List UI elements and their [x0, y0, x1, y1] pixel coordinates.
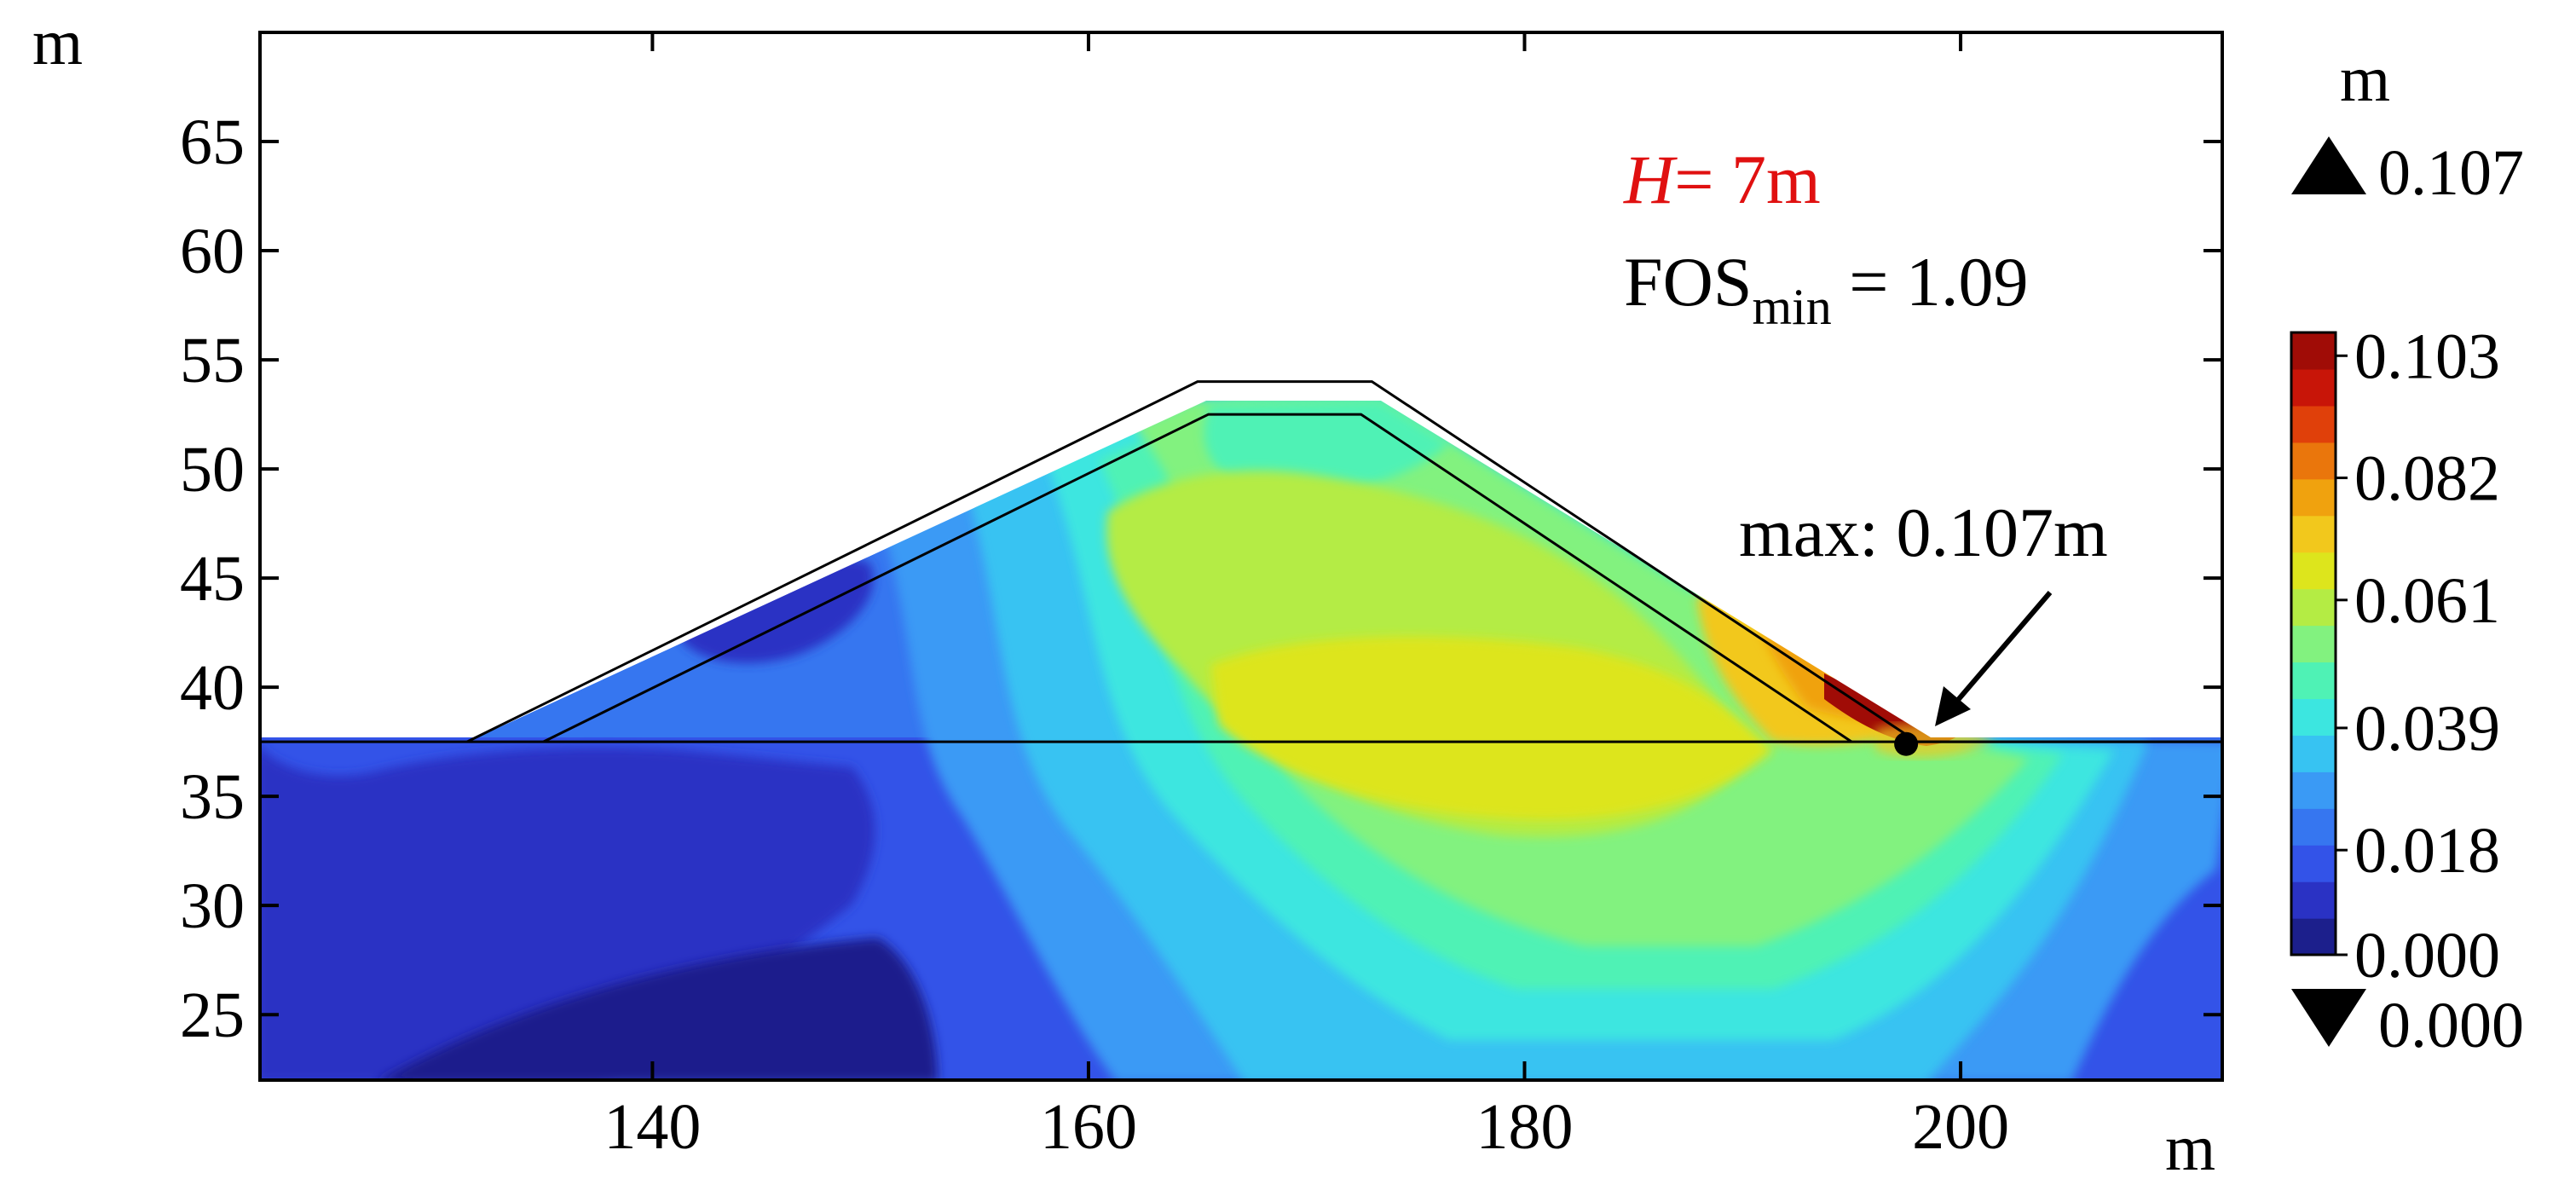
colorbar-band [2291, 332, 2336, 370]
colorbar-band [2291, 845, 2336, 882]
colorbar-tick-label: 0.018 [2354, 815, 2500, 887]
x-tick-label: 140 [604, 1091, 701, 1163]
colorbar-max-marker-icon [2291, 136, 2366, 194]
max-displacement-arrow [1945, 591, 2053, 714]
height-value: = 7m [1674, 141, 1821, 218]
max-displacement-arrowhead [1935, 686, 1971, 726]
max-displacement-label: max: 0.107m [1739, 494, 2108, 571]
colorbar-frame [2290, 331, 2337, 956]
height-annotation: H= 7m [1623, 141, 1821, 218]
plot-frame [258, 31, 2224, 1082]
colorbar-bands [2291, 332, 2336, 956]
colorbar-band [2291, 808, 2336, 846]
y-tick-label: 45 [180, 543, 245, 615]
colorbar-ticks: 0.103 0.082 0.061 0.039 0.018 0.000 [2336, 321, 2500, 991]
contour-band-0-000 [379, 938, 938, 1080]
colorbar-band [2291, 368, 2336, 407]
colorbar-tick-label: 0.082 [2354, 443, 2500, 515]
colorbar-tick-label: 0.103 [2354, 321, 2500, 392]
x-axis: 140 160 180 200 [604, 32, 2009, 1163]
x-tick-label: 180 [1476, 1091, 1574, 1163]
colorbar-band [2291, 698, 2336, 736]
contour-band-0-072 [1210, 636, 1773, 820]
colorbar-band [2291, 442, 2336, 480]
y-tick-label: 25 [180, 980, 245, 1051]
colorbar-band [2291, 552, 2336, 590]
colorbar-band [2291, 881, 2336, 919]
colorbar-band [2291, 771, 2336, 809]
fos-base: FOS [1624, 243, 1752, 321]
x-tick-label: 200 [1912, 1091, 2009, 1163]
colorbar-tick-label: 0.000 [2354, 920, 2500, 991]
colorbar-unit-label: m [2340, 43, 2390, 115]
colorbar-band [2291, 478, 2336, 517]
colorbar-max-marker-label: 0.107 [2378, 137, 2524, 209]
colorbar-band [2291, 515, 2336, 553]
colorbar-band [2291, 735, 2336, 772]
height-variable: H [1623, 141, 1678, 218]
colorbar-tick-label: 0.039 [2354, 693, 2500, 765]
fos-annotation: FOSmin = 1.09 [1624, 243, 2029, 335]
max-displacement-point [1894, 731, 1919, 756]
colorbar-band [2291, 918, 2336, 956]
x-axis-unit-label: m [2165, 1112, 2215, 1184]
fos-subscript: min [1752, 279, 1831, 335]
fos-value: = 1.09 [1832, 243, 2029, 321]
x-tick-label: 160 [1040, 1091, 1137, 1163]
colorbar-min-marker-label: 0.000 [2378, 990, 2524, 1061]
contour-background-mask [260, 32, 2222, 737]
y-tick-label: 60 [180, 216, 245, 287]
colorbar-band [2291, 588, 2336, 627]
y-tick-label: 55 [180, 325, 245, 396]
colorbar-band [2291, 662, 2336, 700]
embankment-core-outline [542, 413, 1853, 743]
colorbar-min-marker-icon [2291, 989, 2366, 1047]
y-axis: 25 30 35 40 45 50 55 60 65 [180, 107, 2222, 1051]
colorbar-band [2291, 405, 2336, 443]
y-axis-unit-label: m [32, 7, 83, 78]
y-tick-label: 30 [180, 870, 245, 942]
colorbar: m 0.107 0.103 0.082 0.061 0.039 0.018 0.000 0… [2290, 43, 2524, 1061]
colorbar-tick-label: 0.061 [2354, 565, 2500, 637]
y-tick-label: 65 [180, 107, 245, 178]
colorbar-band [2291, 625, 2336, 663]
y-tick-label: 35 [180, 761, 245, 833]
y-tick-label: 50 [180, 434, 245, 506]
y-tick-label: 40 [180, 652, 245, 724]
displacement-contour-field [260, 32, 2222, 1080]
contour-band-0-003-upper [673, 557, 874, 663]
